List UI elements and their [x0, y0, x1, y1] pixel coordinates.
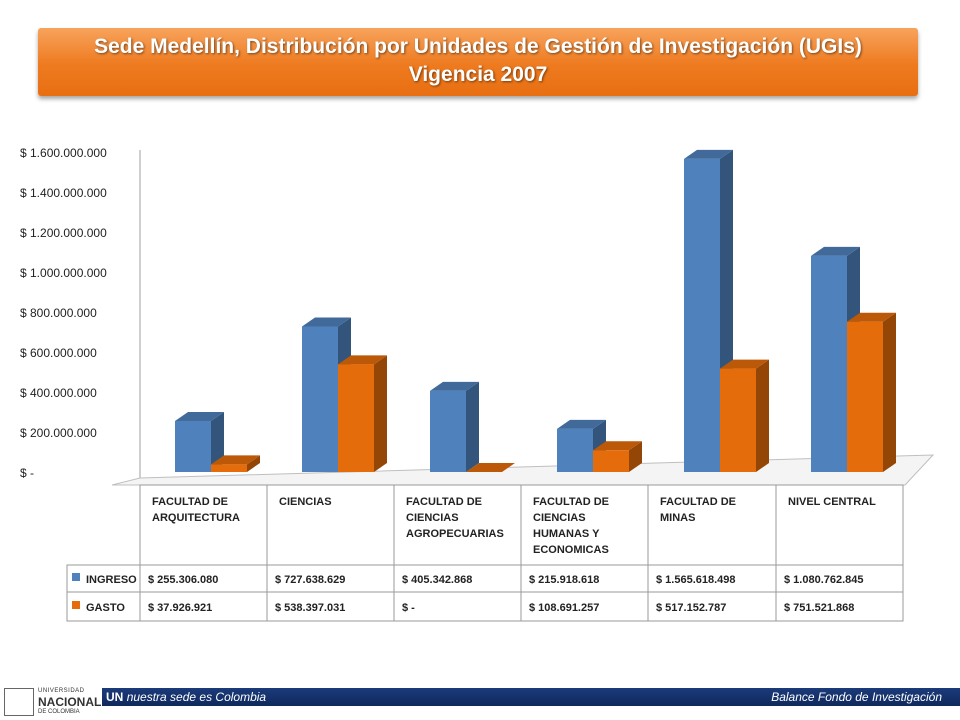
data-label: $ 405.342.868 — [402, 574, 472, 586]
bar-side — [883, 312, 896, 472]
data-label: $ 1.080.762.845 — [784, 574, 864, 586]
data-label: $ 751.521.868 — [784, 602, 854, 614]
bar-top — [847, 312, 896, 322]
bar-side — [466, 381, 479, 472]
category-label: CIENCIAS — [279, 496, 332, 508]
category-label: FACULTAD DE — [533, 496, 609, 508]
legend-label: GASTO — [86, 602, 125, 614]
data-label: $ 538.397.031 — [275, 602, 345, 614]
category-label: ECONOMICAS — [533, 544, 609, 556]
y-tick-label: $ 1.600.000.000 — [20, 146, 107, 160]
category-label: FACULTAD DE — [660, 496, 736, 508]
category-label: HUMANAS Y — [533, 528, 600, 540]
footer-tagline: UN nuestra sede es Colombia — [106, 690, 266, 704]
category-label: ARQUITECTURA — [152, 512, 240, 524]
bar-ingreso — [557, 428, 593, 472]
data-label: $ 1.565.618.498 — [656, 574, 736, 586]
bar-ingreso — [811, 255, 847, 472]
data-label: $ 37.926.921 — [148, 602, 212, 614]
y-tick-label: $ 1.000.000.000 — [20, 266, 107, 280]
bar-top — [338, 355, 387, 365]
footer-right-text: Balance Fondo de Investigación — [771, 690, 942, 704]
logo-text-top: UNIVERSIDAD — [38, 688, 85, 694]
logo-text-bottom: DE COLOMBIA — [38, 709, 80, 715]
footer-brand: UN — [106, 690, 124, 704]
category-label: FACULTAD DE — [152, 496, 228, 508]
bar-side — [374, 355, 387, 472]
university-logo: UNIVERSIDAD NACIONAL DE COLOMBIA — [4, 684, 102, 718]
bar-side — [247, 455, 260, 472]
y-tick-label: $ 200.000.000 — [20, 426, 97, 440]
legend-swatch-ingreso — [72, 573, 80, 581]
bar-top — [593, 441, 642, 451]
bar-top — [175, 411, 224, 421]
bar-top — [811, 246, 860, 256]
category-label: CIENCIAS — [406, 512, 459, 524]
bar-ingreso — [302, 326, 338, 472]
category-label: CIENCIAS — [533, 512, 586, 524]
bar-top — [302, 317, 351, 327]
category-label: NIVEL CENTRAL — [788, 496, 876, 508]
data-label: $ 517.152.787 — [656, 602, 726, 614]
chart-title: Sede Medellín, Distribución por Unidades… — [94, 35, 862, 58]
y-tick-label: $ 800.000.000 — [20, 306, 97, 320]
bar-top — [466, 463, 515, 472]
bar-top — [684, 149, 733, 159]
y-tick-label: $ - — [20, 466, 34, 480]
footer-tagline-text: nuestra sede es Colombia — [126, 690, 267, 704]
data-label: $ 108.691.257 — [529, 602, 599, 614]
bar-ingreso — [175, 420, 211, 472]
bar-side — [629, 441, 642, 472]
bar-gasto — [720, 368, 756, 472]
footer: UNIVERSIDAD NACIONAL DE COLOMBIA UN nues… — [0, 688, 960, 720]
legend-swatch-gasto — [72, 601, 80, 609]
legend-label: INGRESO — [86, 574, 137, 586]
bar-top — [430, 381, 479, 391]
bar-side — [211, 411, 224, 472]
logo-text-main: NACIONAL — [38, 695, 102, 709]
bar-gasto — [847, 321, 883, 472]
category-label: MINAS — [660, 512, 695, 524]
category-label: AGROPECUARIAS — [406, 528, 504, 540]
y-tick-label: $ 400.000.000 — [20, 386, 97, 400]
footer-bar — [102, 688, 960, 706]
data-label: $ 727.638.629 — [275, 574, 345, 586]
bar-gasto — [593, 450, 629, 472]
bar-side — [756, 359, 769, 472]
y-tick-label: $ 1.400.000.000 — [20, 186, 107, 200]
seal-icon — [4, 688, 34, 716]
data-label: $ 215.918.618 — [529, 574, 599, 586]
category-label: FACULTAD DE — [406, 496, 482, 508]
y-tick-label: $ 1.200.000.000 — [20, 226, 107, 240]
data-label: $ - — [402, 602, 415, 614]
bar-top — [211, 455, 260, 465]
bar-top — [720, 359, 769, 369]
data-label: $ 255.306.080 — [148, 574, 218, 586]
bar-gasto — [338, 364, 374, 472]
bar-chart: $ - $ 200.000.000 $ 400.000.000 $ 600.000.0… — [20, 146, 935, 622]
chart-subtitle: Vigencia 2007 — [408, 63, 548, 86]
bar-ingreso — [684, 158, 720, 473]
y-tick-label: $ 600.000.000 — [20, 346, 97, 360]
bar-ingreso — [430, 390, 466, 472]
title-banner: Sede Medellín, Distribución por Unidades… — [38, 28, 918, 96]
bar-top — [557, 419, 606, 429]
bar-gasto — [211, 464, 247, 472]
